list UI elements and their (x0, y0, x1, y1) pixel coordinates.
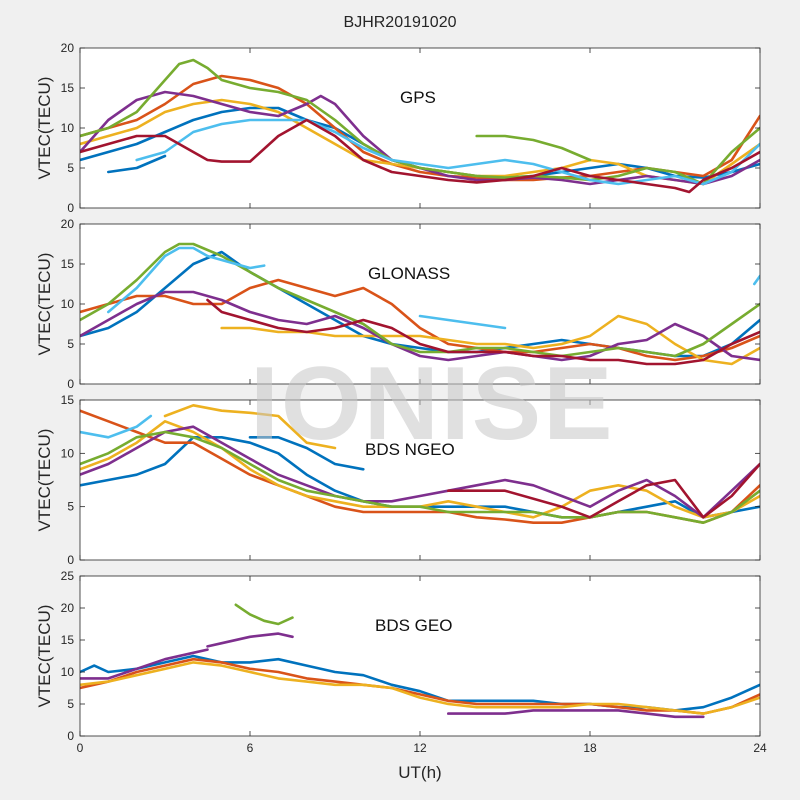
series-line-2-4 (80, 430, 760, 525)
y-tick-label: 0 (67, 377, 74, 391)
series-line-1-5 (107, 246, 266, 314)
series-line-3-6 (446, 709, 705, 719)
y-tick-label: 0 (67, 553, 74, 567)
series-line-1-1 (80, 278, 760, 362)
series-line-0-6 (80, 118, 760, 194)
y-axis-label: VTEC(TECU) (35, 77, 54, 180)
x-tick-label: 12 (413, 741, 427, 755)
series-line-0-8 (107, 154, 167, 174)
y-tick-label: 20 (61, 217, 75, 231)
series-line-0-7 (475, 134, 592, 162)
series-line-3-5 (234, 603, 294, 626)
series-line-0-5 (135, 118, 760, 186)
series-line-2-6 (163, 403, 337, 450)
y-tick-label: 5 (67, 161, 74, 175)
series-line-3-1 (80, 657, 760, 715)
x-tick-label: 18 (583, 741, 597, 755)
y-tick-label: 10 (61, 297, 75, 311)
series-line-2-5 (80, 414, 153, 439)
y-tick-label: 25 (61, 569, 75, 583)
y-tick-label: 5 (67, 337, 74, 351)
y-tick-label: 10 (61, 446, 75, 460)
series-line-2-7 (248, 435, 365, 471)
y-tick-label: 5 (67, 500, 74, 514)
series-line-3-2 (80, 661, 760, 715)
x-axis-label: UT(h) (398, 763, 441, 782)
x-tick-label: 0 (77, 741, 84, 755)
panel-label: BDS GEO (375, 616, 452, 635)
chart-title: BJHR20191020 (343, 14, 457, 31)
y-axis-label: VTEC(TECU) (35, 605, 54, 708)
x-tick-label: 6 (247, 741, 254, 755)
y-axis-label: VTEC(TECU) (35, 253, 54, 356)
series-line-3-4 (206, 632, 294, 648)
y-tick-label: 0 (67, 729, 74, 743)
panel-label: GPS (400, 88, 436, 107)
y-axis-label: VTEC(TECU) (35, 429, 54, 532)
series-line-1-6 (206, 298, 760, 366)
series-line-2-8 (446, 462, 760, 519)
y-tick-label: 0 (67, 201, 74, 215)
series-line-1-4 (80, 242, 760, 358)
y-tick-label: 10 (61, 121, 75, 135)
plot-area (80, 48, 760, 208)
y-tick-label: 15 (61, 633, 75, 647)
y-tick-label: 20 (61, 41, 75, 55)
series-line-1-8 (752, 274, 760, 286)
y-tick-label: 15 (61, 393, 75, 407)
series-line-1-2 (220, 314, 760, 366)
panel-label: GLONASS (368, 264, 450, 283)
series-line-1-3 (80, 290, 760, 362)
series-line-3-3 (80, 648, 209, 680)
x-tick-label: 24 (753, 741, 767, 755)
series-line-2-3 (80, 425, 760, 519)
y-tick-label: 15 (61, 81, 75, 95)
y-tick-label: 10 (61, 665, 75, 679)
y-tick-label: 15 (61, 257, 75, 271)
plot-area (80, 400, 760, 560)
y-tick-label: 5 (67, 697, 74, 711)
y-tick-label: 20 (61, 601, 75, 615)
series-line-1-7 (418, 314, 507, 330)
panel-label: BDS NGEO (365, 440, 455, 459)
